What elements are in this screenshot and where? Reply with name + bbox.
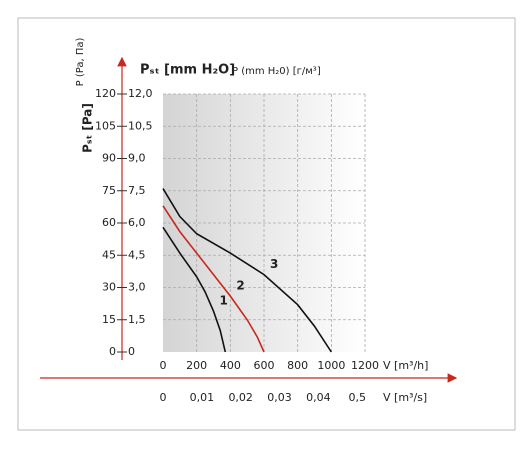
x-title: V [m³/h] [383,359,428,372]
y-tick-label: 0 [128,345,135,358]
y-subtitle: P (mm H₂0) [г/м³] [232,66,321,77]
y-tick-label: 1,5 [128,313,146,326]
curve-label: 2 [236,279,244,293]
x2-tick-label: 0,01 [190,391,215,404]
y2-tick-label: 75 [102,184,116,197]
x-tick-label: 1000 [317,359,345,372]
x-tick-label: 400 [220,359,241,372]
x2-tick-label: 0,02 [228,391,253,404]
x-tick-label: 200 [186,359,207,372]
y-tick-label: 9,0 [128,152,146,165]
y2-tick-label: 105 [95,119,116,132]
curve-label: 1 [220,294,228,308]
y2-subtitle: P (Pa, Па) [75,38,86,87]
y2-tick-label: 0 [109,345,116,358]
x-tick-label: 0 [160,359,167,372]
x-tick-label: 600 [254,359,275,372]
x2-tick-label: 0,5 [348,391,366,404]
y-tick-label: 12,0 [128,87,153,100]
y2-tick-label: 30 [102,281,116,294]
y2-tick-label: 90 [102,152,116,165]
curve [162,205,265,353]
y-title: Pₛₜ [mm H₂O] [140,63,235,78]
y-tick-label: 4,5 [128,248,146,261]
y-tick-label: 3,0 [128,281,146,294]
y2-title: Pₛₜ [Pa] [81,103,95,153]
curve-label: 3 [270,257,278,271]
x2-tick-label: 0,03 [267,391,292,404]
x2-title: V [m³/s] [383,391,427,404]
frame [17,17,516,431]
y-tick-label: 7,5 [128,184,146,197]
y2-tick-label: 15 [102,313,116,326]
y-tick-label: 10,5 [128,119,153,132]
y-tick-label: 6,0 [128,216,146,229]
x2-tick-label: 0,04 [306,391,331,404]
x-tick-label: 1200 [351,359,379,372]
y2-tick-label: 120 [95,87,116,100]
curve [162,226,227,353]
y2-tick-label: 60 [102,216,116,229]
x-tick-label: 800 [287,359,308,372]
curve [162,188,333,353]
y2-tick-label: 45 [102,248,116,261]
x2-tick-label: 0 [160,391,167,404]
